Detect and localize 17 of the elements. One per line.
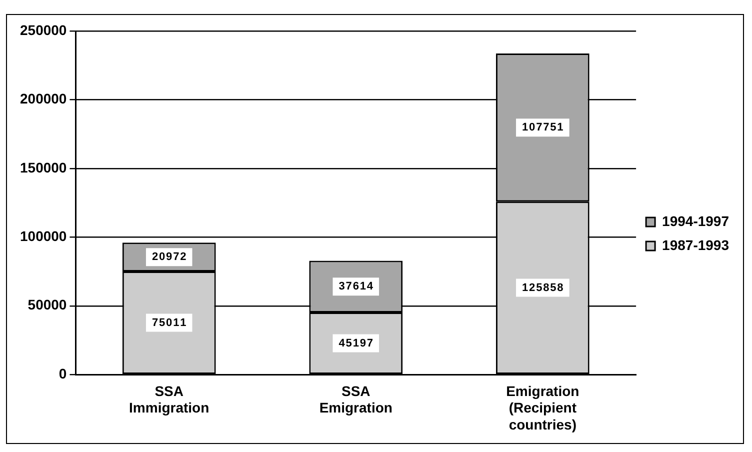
y-tick-label: 50000 bbox=[28, 296, 67, 313]
data-label: 1 0 7 7 5 1 bbox=[522, 122, 564, 134]
data-label: 7 5 0 1 1 bbox=[152, 316, 186, 329]
data-label: 4 5 1 9 7 bbox=[338, 337, 374, 350]
x-tick-label: Emigration (Recipient countries) bbox=[506, 382, 580, 432]
y-tick-label: 150000 bbox=[20, 159, 67, 176]
x-tick-label: SSA Immigration bbox=[129, 382, 210, 416]
y-tick-label: 100000 bbox=[20, 228, 67, 244]
data-label: 3 7 6 1 4 bbox=[338, 280, 374, 293]
y-tick-label: 0 bbox=[58, 365, 67, 382]
legend-label: 1987-1993 bbox=[662, 236, 730, 253]
data-label: 1 2 5 8 5 8 bbox=[522, 282, 564, 294]
y-tick-label: 200000 bbox=[20, 90, 67, 107]
legend-label: 1994-1997 bbox=[662, 212, 730, 229]
x-tick-label: SSA Emigration bbox=[319, 382, 392, 416]
data-label: 2 0 9 7 2 bbox=[152, 251, 186, 264]
y-tick-label: 250000 bbox=[20, 22, 67, 38]
